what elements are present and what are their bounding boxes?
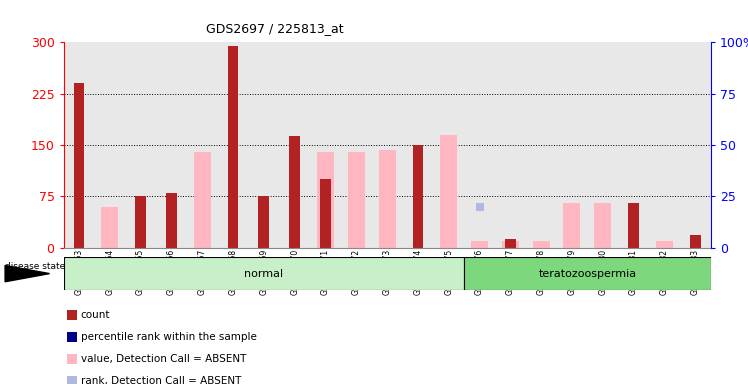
Text: disease state: disease state: [5, 262, 65, 271]
Bar: [101, 207, 118, 248]
Bar: [64, 257, 464, 290]
Bar: [135, 196, 146, 248]
Bar: [259, 196, 269, 248]
Bar: [73, 83, 85, 248]
Bar: [656, 241, 673, 248]
Bar: [289, 136, 300, 248]
Bar: [533, 241, 550, 248]
Bar: [317, 152, 334, 248]
Text: value, Detection Call = ABSENT: value, Detection Call = ABSENT: [81, 354, 246, 364]
Bar: [441, 135, 457, 248]
Bar: [166, 193, 177, 248]
Bar: [690, 235, 701, 248]
Bar: [378, 150, 396, 248]
Text: percentile rank within the sample: percentile rank within the sample: [81, 332, 257, 342]
Text: teratozoospermia: teratozoospermia: [539, 268, 637, 279]
Bar: [227, 46, 239, 248]
Text: count: count: [81, 310, 110, 320]
Text: GDS2697 / 225813_at: GDS2697 / 225813_at: [206, 22, 343, 35]
Bar: [628, 203, 639, 248]
Text: rank, Detection Call = ABSENT: rank, Detection Call = ABSENT: [81, 376, 241, 384]
Bar: [194, 152, 211, 248]
Text: normal: normal: [245, 268, 283, 279]
Bar: [502, 241, 519, 248]
Bar: [471, 241, 488, 248]
Bar: [563, 203, 580, 248]
Bar: [595, 203, 611, 248]
Bar: [320, 179, 331, 248]
Bar: [348, 152, 365, 248]
Polygon shape: [5, 265, 49, 282]
Bar: [412, 145, 423, 248]
Bar: [464, 257, 711, 290]
Bar: [505, 239, 515, 248]
